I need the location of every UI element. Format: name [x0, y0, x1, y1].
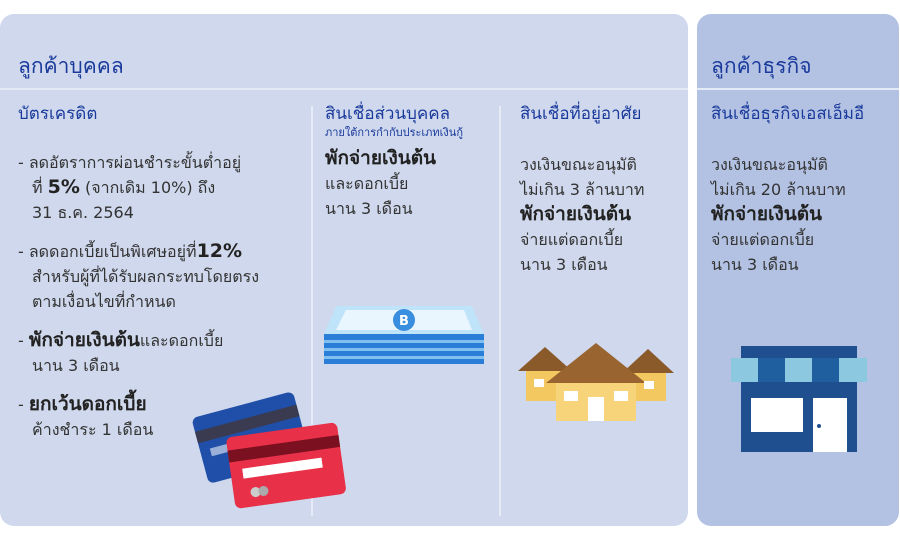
divider	[697, 88, 899, 90]
text: 31 ธ.ค. 2564	[32, 203, 134, 222]
credit-card-section: บัตรเครดิต - ลดอัตราการผ่อนชำระขั้นต่ำอย…	[18, 102, 308, 442]
text: ไม่เกิน 3 ล้านบาท	[520, 180, 645, 199]
text: - ลดอัตราการผ่อนชำระขั้นต่ำอยู่	[18, 153, 242, 172]
section-title: สินเชื่อที่อยู่อาศัย	[520, 104, 642, 124]
text: ที่	[32, 178, 48, 197]
credit-cards-icon	[192, 392, 346, 509]
text: และดอกเบี้ย	[325, 174, 409, 193]
text: และดอกเบี้ย	[139, 331, 224, 350]
svg-text:B: B	[399, 314, 409, 329]
highlight: พักจ่ายเงินต้น	[711, 203, 823, 225]
personal-loan-section: สินเชื่อส่วนบุคคล ภายใต้การกำกับประเภทเง…	[325, 102, 495, 221]
personal-customer-panel: ลูกค้าบุคคล บัตรเครดิต - ลดอัตราการผ่อนช…	[0, 14, 688, 526]
money-stack-icon: B	[324, 306, 484, 364]
text: สำหรับผู้ที่ได้รับผลกระทบโดยตรง	[32, 267, 260, 286]
list-item: - ลดดอกเบี้ยเป็นพิเศษอยู่ที่12% สำหรับผู…	[18, 239, 308, 314]
home-loan-section: สินเชื่อที่อยู่อาศัย วงเงินขณะอนุมัติ ไม…	[520, 102, 685, 277]
highlight: ยกเว้นดอกเบี้ย	[28, 393, 147, 415]
section-title: สินเชื่อธุรกิจเอสเอ็มอี	[711, 104, 865, 124]
shop-icon	[731, 346, 867, 452]
section-title: บัตรเครดิต	[18, 104, 98, 124]
panel-title: ลูกค้าธุรกิจ	[711, 54, 812, 78]
text: วงเงินขณะอนุมัติ	[520, 155, 637, 174]
panel-title: ลูกค้าบุคคล	[18, 54, 124, 78]
text: นาน 3 เดือน	[520, 255, 608, 274]
text: -	[18, 331, 29, 350]
list-item: - พักจ่ายเงินต้นและดอกเบี้ย นาน 3 เดือน	[18, 328, 308, 378]
text: - ลดดอกเบี้ยเป็นพิเศษอยู่ที่	[18, 242, 197, 261]
section-title: สินเชื่อส่วนบุคคล	[325, 104, 451, 124]
list-item: - ลดอัตราการผ่อนชำระขั้นต่ำอยู่ ที่ 5% (…	[18, 150, 308, 225]
text: นาน 3 เดือน	[32, 356, 120, 375]
text: วงเงินขณะอนุมัติ	[711, 155, 828, 174]
text: นาน 3 เดือน	[325, 199, 413, 218]
text: ตามเงื่อนไขที่กำหนด	[32, 292, 176, 311]
section-subtitle: ภายใต้การกำกับประเภทเงินกู้	[325, 126, 463, 139]
highlight: พักจ่ายเงินต้น	[28, 329, 140, 351]
business-customer-panel: ลูกค้าธุรกิจ สินเชื่อธุรกิจเอสเอ็มอี วงเ…	[697, 14, 899, 526]
divider	[0, 88, 688, 90]
text: ค้างชำระ 1 เดือน	[32, 420, 154, 439]
text: จ่ายแต่ดอกเบี้ย	[520, 230, 624, 249]
highlight: 12%	[196, 240, 243, 262]
highlight: พักจ่ายเงินต้น	[520, 203, 632, 225]
divider	[499, 106, 501, 516]
text: (จากเดิม 10%) ถึง	[79, 178, 216, 197]
houses-icon	[518, 343, 674, 421]
sme-loan-section: สินเชื่อธุรกิจเอสเอ็มอี วงเงินขณะอนุมัติ…	[711, 102, 896, 277]
highlight: พักจ่ายเงินต้น	[325, 147, 437, 169]
text: นาน 3 เดือน	[711, 255, 799, 274]
text: จ่ายแต่ดอกเบี้ย	[711, 230, 815, 249]
list-item: - ยกเว้นดอกเบี้ย ค้างชำระ 1 เดือน	[18, 392, 308, 442]
text: ไม่เกิน 20 ล้านบาท	[711, 180, 846, 199]
text: -	[18, 395, 29, 414]
divider	[311, 106, 313, 516]
highlight: 5%	[47, 176, 80, 198]
